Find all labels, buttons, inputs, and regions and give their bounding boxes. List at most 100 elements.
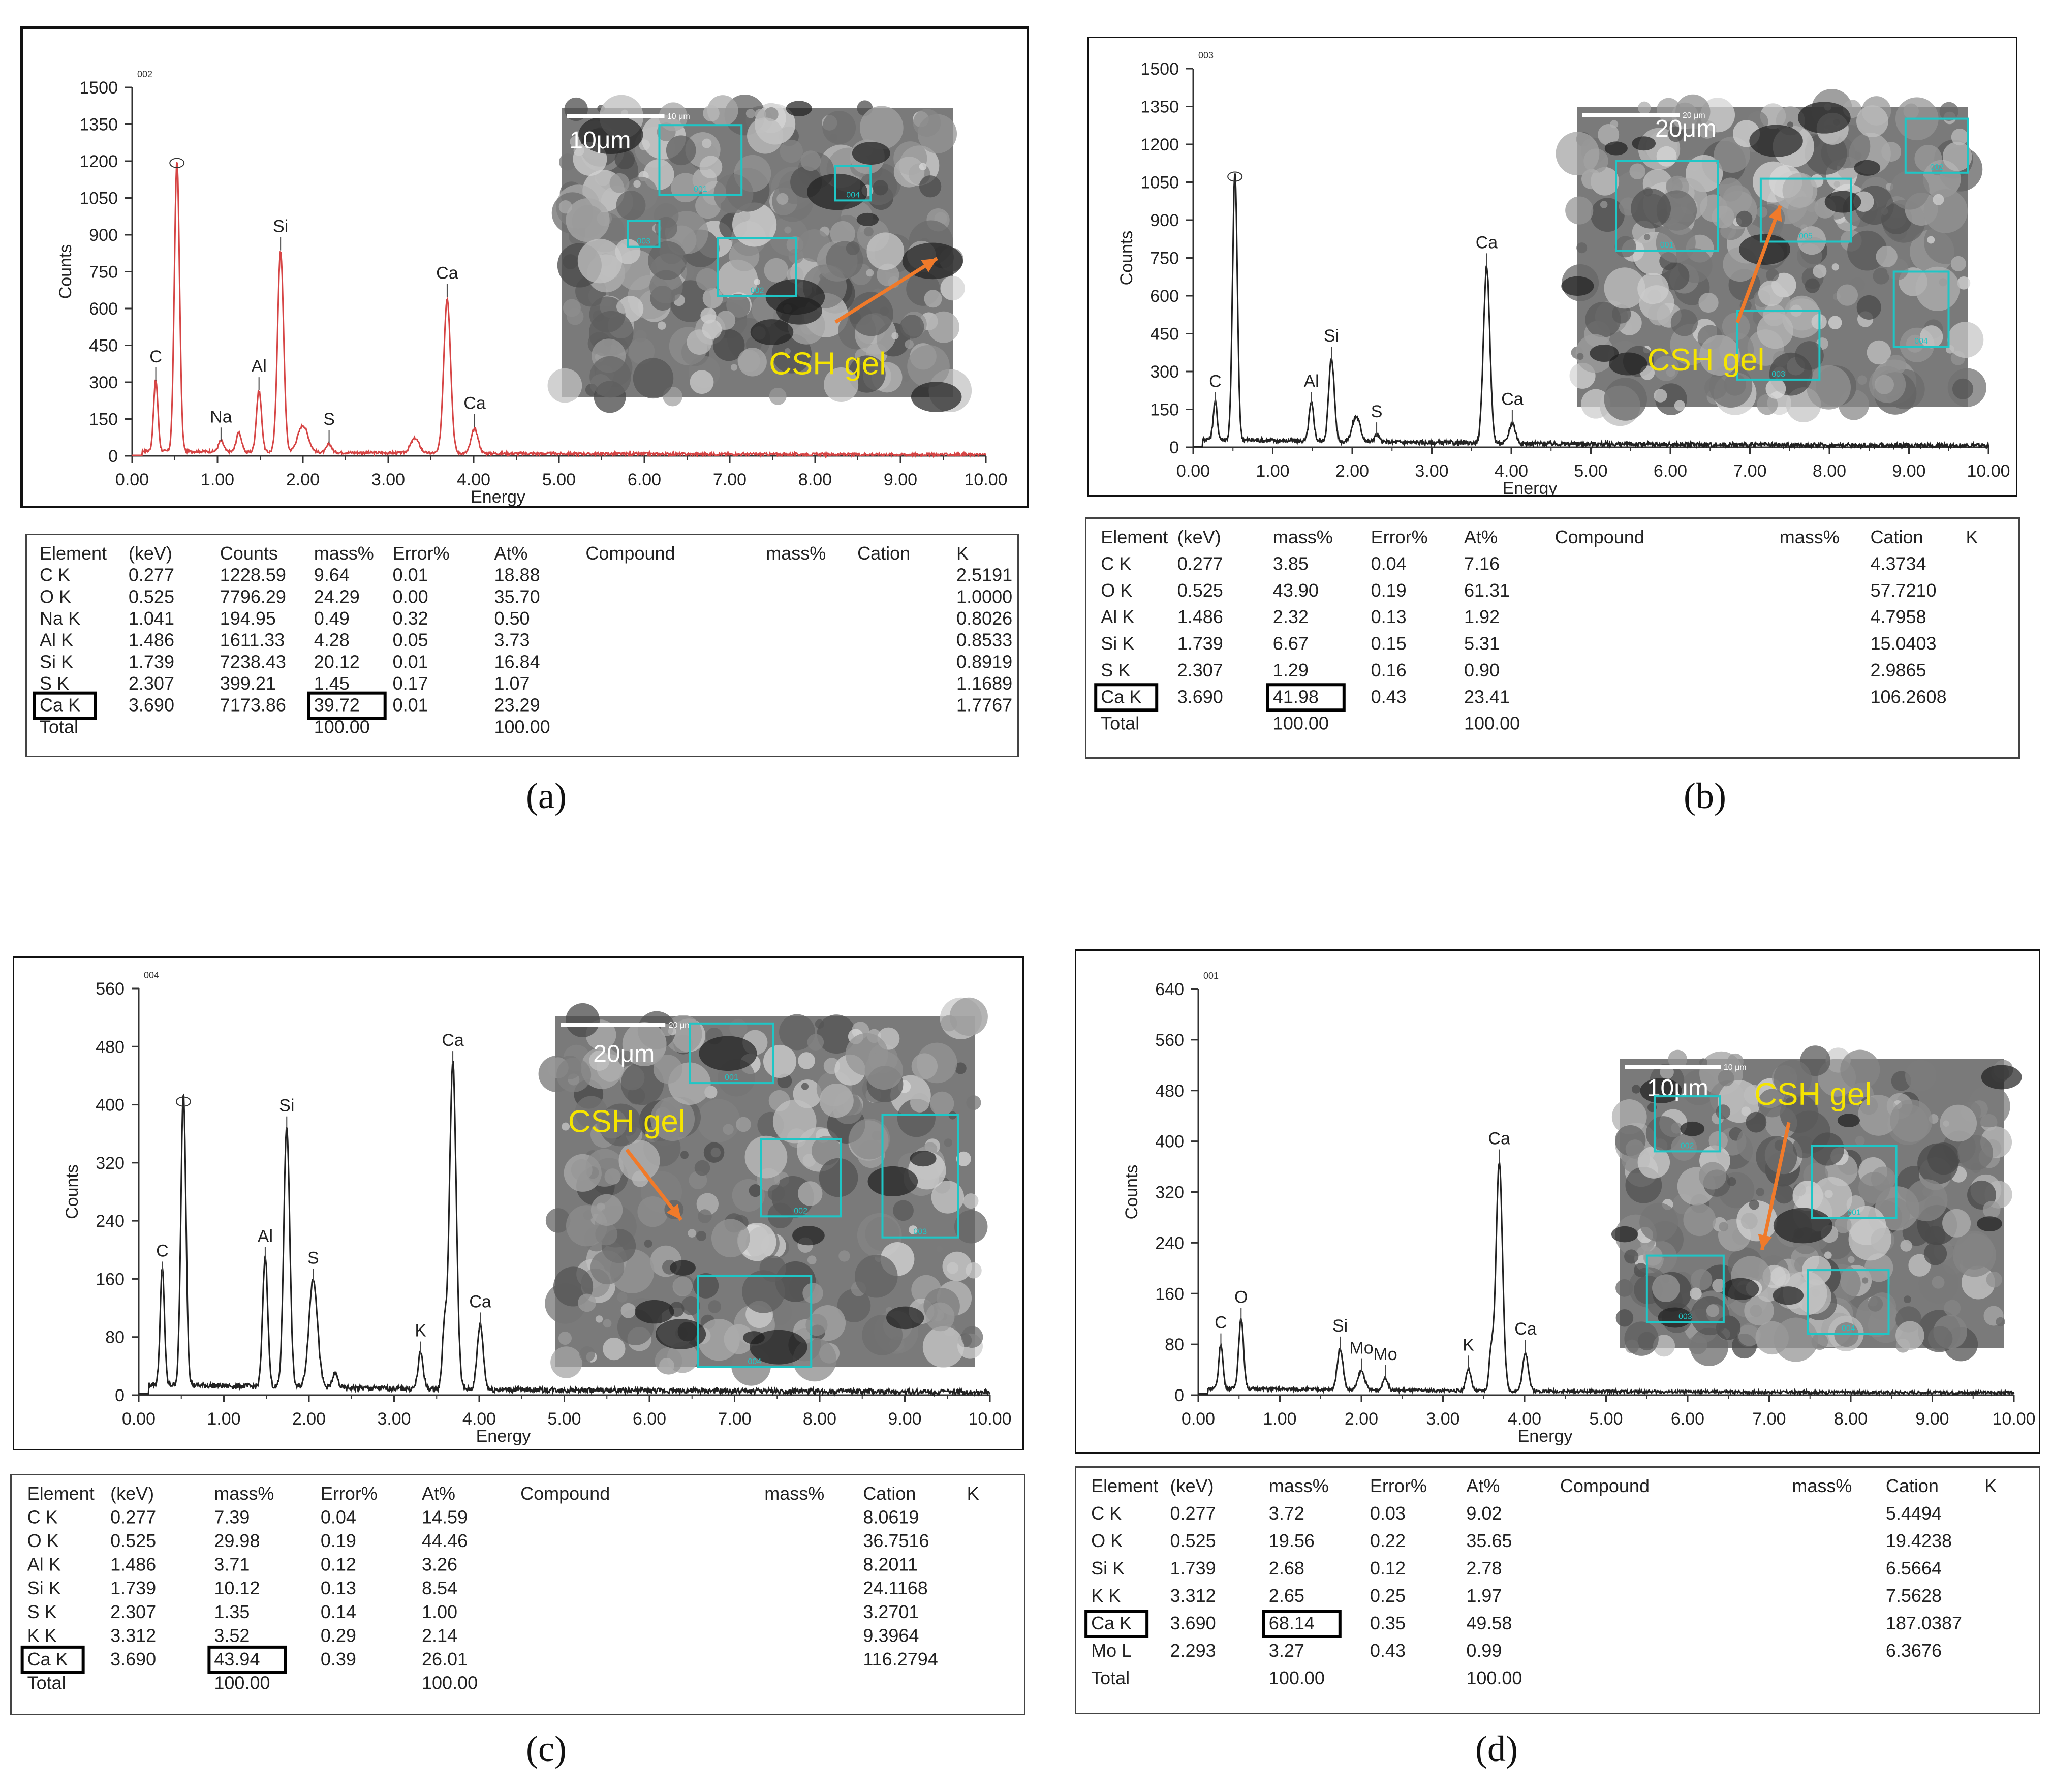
peak-label: Si [1332,1316,1348,1336]
sem-texture-blob [666,135,696,166]
table-cell: 0.13 [1371,606,1407,627]
sem-texture-blob [1942,1209,1971,1238]
peak-label: Al [258,1227,273,1246]
sem-texture-blob [655,217,678,239]
ca-mass-highlight [1262,1610,1342,1638]
sem-texture-blob [1683,1203,1716,1237]
table-cell: 3.71 [214,1554,250,1575]
table-cell: O K [27,1530,59,1551]
table-cell: 1.97 [1466,1585,1502,1606]
peak-label: Na [210,407,232,426]
peak-label: Mo [1373,1345,1397,1364]
x-tick-label: 2.00 [1335,461,1369,481]
sem-texture-blob [824,367,859,402]
sem-texture-blob [1904,1295,1911,1304]
sem-texture-blob [807,1255,817,1265]
sem-texture-blob [1858,1095,1899,1136]
sem-texture-blob [1614,236,1636,258]
sem-texture-blob [1831,263,1840,271]
table-cell: 3.312 [1170,1585,1216,1606]
sem-texture-blob [1699,1058,1708,1067]
caption-a: (a) [526,776,567,816]
x-tick-label: 2.00 [1345,1409,1378,1429]
table-header: mass% [766,543,826,564]
x-tick-label: 6.00 [1654,461,1687,481]
sem-texture-blob [710,1147,721,1158]
table-cell: 0.49 [314,608,350,629]
sem-texture-blob [1797,226,1826,255]
sem-texture-blob [954,1062,967,1074]
x-tick-label: 10.00 [1967,461,2010,481]
sem-texture-blob [807,1034,824,1051]
x-tick-label: 10.00 [964,470,1007,489]
analysis-box [658,124,743,196]
sem-texture-blob [1653,355,1679,381]
sem-texture-blob [1668,126,1684,142]
y-tick-label: 450 [1150,325,1179,344]
csh-arrow [834,257,939,324]
sem-texture-blob [822,111,856,144]
y-tick-label: 640 [1155,980,1184,999]
sem-texture-blob [1670,309,1698,336]
analysis-box [1892,270,1950,348]
x-tick-label: 0.00 [1182,1409,1215,1429]
sem-texture-blob [905,339,914,349]
sem-texture-blob [1758,280,1784,306]
sem-texture-blob [1604,267,1645,309]
sem-texture-blob [1556,132,1600,176]
sem-void [699,1036,757,1071]
table-cell: Mo L [1091,1640,1132,1661]
sem-texture-blob [866,232,905,270]
sem-texture-blob [1918,1263,1959,1304]
sem-texture-blob [659,1357,674,1373]
sem-void [1680,1121,1705,1136]
sem-texture-blob [954,1210,988,1244]
y-tick-label: 0 [115,1386,125,1405]
sem-texture-blob [1868,1296,1883,1312]
x-tick-label: 7.00 [713,470,747,489]
sem-texture-blob [1675,94,1711,130]
sem-texture-blob [694,1160,710,1176]
table-cell: Si K [40,651,73,672]
table-cell: 3.72 [1269,1503,1304,1524]
sem-texture-blob [922,1326,965,1368]
sem-texture-blob [859,106,904,150]
analysis-box [1811,1145,1898,1219]
sem-texture-blob [747,117,784,154]
table-header: Element [40,543,107,564]
sem-texture-blob [1576,353,1584,360]
table-cell: 26.01 [422,1649,468,1670]
analysis-box-label: 003 [1771,370,1785,379]
sem-texture-blob [936,1245,943,1252]
sem-texture-blob [956,1151,971,1166]
sem-texture-blob [779,1014,815,1051]
scale-bar [1625,1065,1721,1069]
sem-texture-blob [1867,340,1891,365]
x-tick-label: 0.00 [1176,461,1210,481]
sem-texture-blob [1727,1177,1736,1186]
sem-texture-blob [745,109,756,118]
y-tick-label: 1200 [79,152,118,171]
x-tick-label: 1.00 [207,1409,240,1429]
spectrum-panel-a: 0 150 300 450 600 750 900 1050 1200 1350 1500 0.00 1… [20,26,1029,508]
x-tick-label: 1.00 [1263,1409,1296,1429]
x-tick-label: 0.00 [122,1409,156,1429]
table-cell: 2.32 [1273,606,1309,627]
y-tick-label: 300 [89,373,118,392]
spectrum-id-label: 001 [1203,971,1219,981]
table-cell: 3.26 [422,1554,457,1575]
x-tick-label: 4.00 [1508,1409,1541,1429]
table-cell: Al K [1101,606,1134,627]
sem-texture-blob [589,356,631,398]
sem-texture-blob [1828,316,1842,330]
table-cell: 7238.43 [220,651,286,672]
table-cell: 1228.59 [220,565,286,585]
x-axis-label: Energy [1518,1427,1573,1446]
table-header: K [1984,1475,1997,1496]
x-tick-label: 3.00 [371,470,405,489]
spectrum-line [139,1061,991,1397]
sem-texture-blob [873,180,888,196]
table-cell: 2.307 [129,673,174,694]
sem-texture-blob [1792,1136,1815,1159]
sem-texture-blob [628,338,655,364]
